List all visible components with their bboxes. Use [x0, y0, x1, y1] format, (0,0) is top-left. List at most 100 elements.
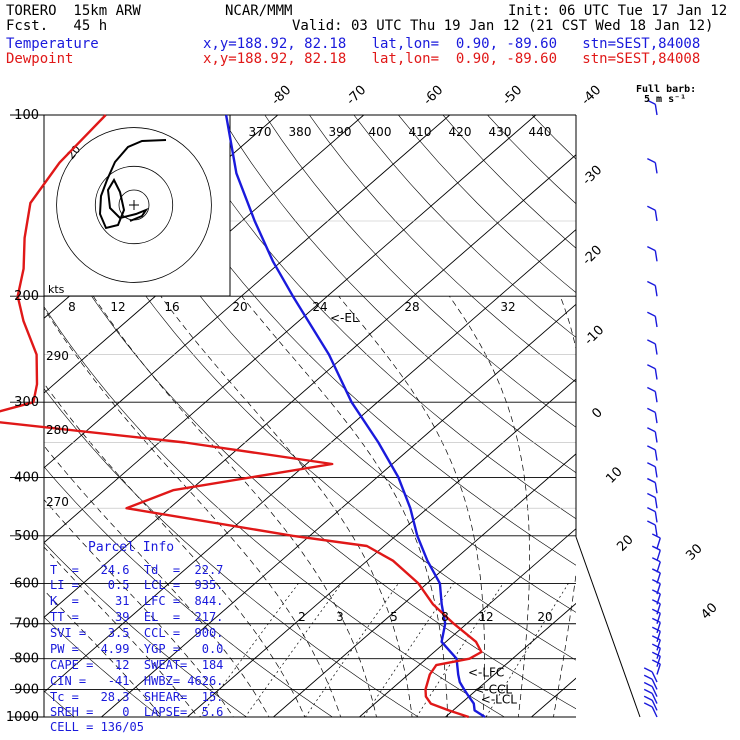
isotherm-label: -70	[344, 83, 370, 109]
wind-barb-flag	[651, 557, 661, 563]
dewpoint-location: x,y=188.92, 82.18 lat,lon= 0.90, -89.60 …	[203, 51, 701, 67]
moist-adiabat-line	[449, 296, 530, 717]
sounding-series-layer	[0, 114, 486, 719]
wind-barb-flag	[647, 445, 656, 451]
pressure-tick-label: 400	[14, 470, 39, 485]
wind-barb-flag	[647, 364, 656, 370]
isotherm-label: -10	[582, 323, 608, 349]
model-label: TORERO 15km ARW	[6, 3, 141, 19]
wind-barb-staff	[654, 412, 658, 424]
wind-barb-staff	[656, 655, 661, 667]
moist-adiabat-line	[44, 445, 270, 717]
wind-barb-staff	[656, 647, 661, 659]
wind-barb-flag	[647, 462, 656, 468]
wind-barb-staff	[654, 343, 658, 355]
dry-adiabat-line	[44, 306, 505, 717]
isotherm-line	[187, 378, 576, 717]
wind-barb-flag	[651, 659, 661, 665]
dry-adiabat-label: 270	[46, 495, 69, 509]
isotherm-line	[101, 303, 576, 717]
theta-e-label: 24	[312, 300, 327, 314]
temperature-legend: Temperature	[6, 36, 99, 52]
theta-e-label: 20	[232, 300, 247, 314]
parcel-info-row: Tc = 28.3 SHEAR= 15.	[50, 690, 224, 704]
theta-e-label: 28	[404, 300, 419, 314]
wind-barb-flag	[647, 427, 656, 433]
wind-barb-staff	[654, 511, 658, 523]
dry-adiabat-line	[353, 115, 576, 338]
moist-adiabat-line	[44, 589, 163, 717]
isotherm-line	[445, 602, 576, 717]
parcel-info-row: LI = 0.5 LCL = 935.	[50, 578, 224, 592]
wind-barb-staff	[654, 391, 658, 403]
theta-e-label: 8	[68, 300, 76, 314]
wind-barb-flag	[651, 578, 661, 585]
dry-adiabat-line	[531, 115, 576, 160]
parcel-info-row: CAPE = 12 SWEAT= 184	[50, 658, 224, 672]
mixing-ratio-label: 20	[537, 610, 552, 624]
parcel-info-row: CELL = 136/05	[50, 720, 144, 734]
hodograph-unit-label: kts	[48, 283, 65, 296]
ccl-mark: <-CCL	[474, 682, 512, 696]
isotherm-line	[44, 115, 451, 469]
mixing-ratio-label: 2	[298, 610, 306, 624]
wind-barb-staff	[651, 671, 658, 683]
wind-barb-staff	[654, 497, 658, 509]
dry-adiabat-line	[44, 616, 161, 717]
parcel-info-row: K = 31 LFC = 844.	[50, 594, 224, 608]
el-mark: <-EL	[330, 311, 359, 325]
barb-note-title: Full barb:	[636, 84, 697, 95]
wind-barb-flag	[647, 339, 656, 345]
theta-label: 420	[449, 125, 472, 139]
wind-barb-flag	[647, 205, 656, 211]
parcel-info-row: TT = 39 EL = 217.	[50, 610, 224, 624]
wind-barb-flag	[651, 599, 661, 605]
dry-adiabat-label: 290	[46, 349, 69, 363]
mixing-ratio-label: 5	[390, 610, 398, 624]
wind-barb-staff	[656, 613, 661, 624]
wind-barb-flag	[651, 617, 661, 624]
theta-label: 370	[249, 125, 272, 139]
parcel-info-row: T = 24.6 Td = 22.7	[50, 563, 224, 577]
isotherm-line	[273, 453, 576, 717]
wind-barb-flag	[651, 635, 661, 641]
wind-barb-staff	[651, 699, 658, 711]
wind-barb-staff	[656, 583, 661, 595]
wind-barb-staff	[654, 482, 658, 494]
wind-barb-staff	[656, 549, 661, 561]
isotherm-line	[703, 115, 740, 717]
mixing-ratio-label: 12	[478, 610, 493, 624]
wind-barb-staff	[651, 706, 658, 718]
moist-adiabat-layer	[44, 295, 576, 717]
wind-barb-flag	[647, 386, 656, 393]
lfc-mark: <-LFC	[468, 666, 504, 680]
isotherm-label: 10	[603, 464, 625, 486]
moist-adiabat-line	[44, 382, 306, 717]
mixing-ratio-line	[304, 583, 399, 717]
wind-barb-flag	[647, 492, 656, 499]
wind-barb-flag	[647, 280, 656, 287]
wind-barb-flag	[643, 667, 653, 673]
wind-barb-flag	[643, 702, 653, 708]
isotherm-line	[44, 115, 365, 394]
isotherm-line	[531, 677, 576, 717]
wind-barb-flag	[651, 608, 661, 614]
moist-adiabat-line	[160, 295, 413, 717]
wind-barb-staff	[656, 537, 661, 549]
parcel-info-row: CIN = -41 HWBZ= 4626.	[50, 674, 224, 688]
wind-barb-flag	[643, 688, 653, 695]
valid-time: Valid: 03 UTC Thu 19 Jan 12 (21 CST Wed …	[292, 18, 714, 34]
pressure-tick-label: 600	[14, 576, 39, 591]
wind-barb-staff	[654, 162, 658, 174]
wind-barb-staff	[654, 431, 658, 443]
wind-barb-staff	[654, 524, 658, 536]
moist-adiabat-line	[93, 296, 377, 717]
pressure-tick-label: 800	[14, 652, 39, 667]
dry-adiabat-line	[86, 115, 576, 613]
theta-label: 390	[329, 125, 352, 139]
dry-adiabat-layer	[44, 115, 576, 717]
wind-barb-staff	[651, 678, 658, 690]
theta-e-label: 32	[500, 300, 515, 314]
